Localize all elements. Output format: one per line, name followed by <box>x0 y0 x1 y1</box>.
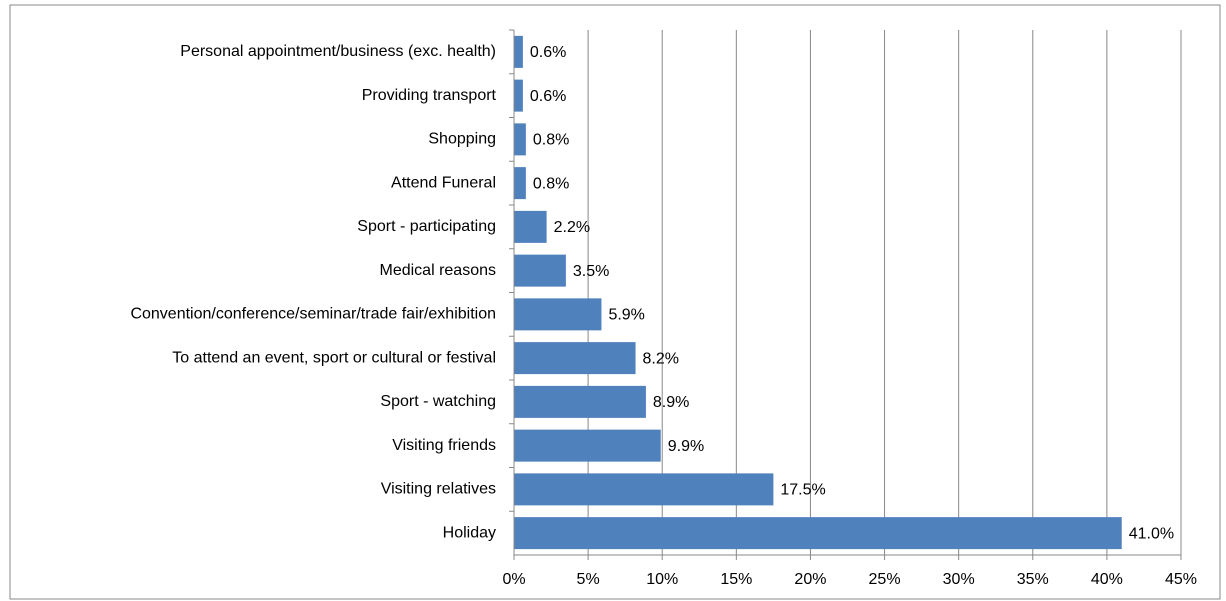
chart-border <box>9 4 1221 600</box>
y-tick-label: Holiday <box>443 524 496 541</box>
data-label: 0.8% <box>533 132 569 149</box>
x-tick-label: 15% <box>720 571 752 588</box>
x-tick-label: 35% <box>1017 571 1049 588</box>
y-tick-label: Convention/conference/seminar/trade fair… <box>130 306 496 323</box>
y-tick-label: Medical reasons <box>380 262 497 279</box>
data-label: 41.0% <box>1129 525 1174 542</box>
x-tick-label: 10% <box>646 571 678 588</box>
x-tick-label: 20% <box>794 571 826 588</box>
data-label: 9.9% <box>668 438 704 455</box>
x-tick-label: 30% <box>943 571 975 588</box>
y-tick-label: Shopping <box>428 131 496 148</box>
bar <box>514 210 547 243</box>
x-tick-label: 5% <box>577 571 600 588</box>
data-label: 0.6% <box>530 44 566 61</box>
bar <box>514 254 566 287</box>
bar <box>514 79 523 112</box>
bar <box>514 35 523 68</box>
y-tick-label: Providing transport <box>362 87 497 104</box>
x-tick-label: 25% <box>869 571 901 588</box>
y-tick-label: To attend an event, sport or cultural or… <box>172 349 496 366</box>
bar <box>514 385 646 418</box>
bar <box>514 167 526 200</box>
bar <box>514 429 661 462</box>
bar <box>514 123 526 156</box>
data-label: 17.5% <box>780 482 825 499</box>
y-tick-label: Visiting friends <box>392 437 496 454</box>
y-tick-label: Sport - participating <box>357 218 496 235</box>
y-tick-label: Personal appointment/business (exc. heal… <box>180 43 496 60</box>
x-tick-label: 40% <box>1091 571 1123 588</box>
x-tick-label: 45% <box>1165 571 1197 588</box>
bar <box>514 473 774 506</box>
data-label: 8.2% <box>643 350 679 367</box>
data-label: 0.6% <box>530 88 566 105</box>
x-tick-label: 0% <box>502 571 525 588</box>
data-label: 5.9% <box>608 307 644 324</box>
bar <box>514 342 636 375</box>
bar <box>514 298 602 331</box>
data-label: 0.8% <box>533 175 569 192</box>
data-label: 3.5% <box>573 263 609 280</box>
data-label: 8.9% <box>653 394 689 411</box>
y-tick-label: Sport - watching <box>380 393 496 410</box>
y-tick-label: Visiting relatives <box>381 481 496 498</box>
data-label: 2.2% <box>554 219 590 236</box>
bar <box>514 517 1122 550</box>
y-tick-label: Attend Funeral <box>391 174 496 191</box>
